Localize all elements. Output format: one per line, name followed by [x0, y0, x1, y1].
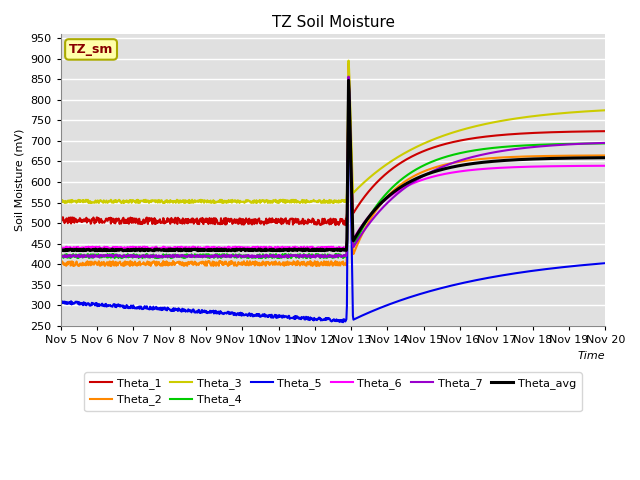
- Theta_2: [483, 156, 490, 161]
- Theta_7: [602, 140, 609, 146]
- Theta_6: [483, 166, 490, 171]
- Y-axis label: Soil Moisture (mV): Soil Moisture (mV): [15, 129, 25, 231]
- Theta_6: [278, 244, 285, 250]
- Line: Theta_avg: Theta_avg: [61, 80, 605, 251]
- Theta_5: [277, 314, 285, 320]
- Theta_6: [492, 165, 500, 171]
- Theta_7: [297, 253, 305, 259]
- Theta_3: [113, 199, 121, 205]
- Theta_7: [57, 252, 65, 258]
- Theta_avg: [277, 247, 285, 252]
- Theta_2: [492, 155, 500, 161]
- Theta_4: [113, 252, 121, 258]
- Theta_5: [113, 304, 120, 310]
- Theta_4: [483, 146, 490, 152]
- Theta_1: [297, 221, 305, 227]
- Theta_1: [345, 74, 353, 80]
- Theta_4: [111, 255, 118, 261]
- Theta_5: [492, 274, 500, 279]
- Theta_1: [57, 220, 65, 226]
- Theta_4: [278, 255, 285, 261]
- Theta_7: [113, 252, 120, 258]
- Theta_5: [432, 287, 440, 292]
- Theta_avg: [432, 168, 440, 174]
- Theta_3: [483, 121, 490, 127]
- Theta_1: [341, 222, 349, 228]
- Theta_3: [345, 58, 353, 63]
- Theta_4: [492, 144, 500, 150]
- Theta_2: [345, 60, 353, 66]
- Theta_6: [57, 244, 65, 250]
- Theta_1: [483, 133, 490, 139]
- Theta_avg: [483, 159, 490, 165]
- Theta_4: [432, 157, 440, 163]
- Theta_5: [57, 300, 65, 306]
- Theta_avg: [297, 247, 305, 253]
- Theta_3: [432, 136, 440, 142]
- Line: Theta_6: Theta_6: [61, 78, 605, 249]
- Line: Theta_4: Theta_4: [61, 79, 605, 258]
- Theta_avg: [345, 77, 353, 83]
- Theta_3: [95, 200, 102, 206]
- Theta_7: [207, 254, 214, 260]
- Theta_5: [483, 276, 490, 281]
- Theta_avg: [57, 247, 65, 253]
- Theta_avg: [299, 248, 307, 253]
- Line: Theta_3: Theta_3: [61, 60, 605, 203]
- Theta_1: [113, 216, 120, 221]
- Theta_2: [113, 262, 121, 267]
- Theta_1: [602, 128, 609, 134]
- Theta_2: [432, 164, 440, 170]
- Theta_2: [278, 261, 285, 267]
- Text: TZ_sm: TZ_sm: [69, 43, 113, 56]
- Theta_5: [339, 319, 347, 325]
- Line: Theta_7: Theta_7: [61, 77, 605, 257]
- Theta_7: [345, 74, 353, 80]
- Theta_3: [602, 108, 609, 113]
- Theta_5: [297, 315, 305, 321]
- Theta_4: [57, 253, 65, 259]
- Theta_6: [345, 75, 353, 81]
- Theta_4: [345, 76, 353, 82]
- Line: Theta_2: Theta_2: [61, 63, 605, 266]
- Theta_avg: [492, 158, 500, 164]
- Theta_3: [57, 197, 65, 203]
- Theta_1: [432, 144, 440, 150]
- Theta_3: [278, 198, 285, 204]
- Theta_7: [492, 149, 500, 155]
- Theta_6: [432, 173, 440, 179]
- Theta_1: [277, 216, 285, 221]
- Line: Theta_5: Theta_5: [61, 77, 605, 322]
- Theta_avg: [113, 247, 120, 252]
- Theta_6: [602, 163, 609, 168]
- Theta_7: [278, 254, 285, 260]
- Theta_5: [345, 74, 353, 80]
- X-axis label: Time: Time: [578, 350, 605, 360]
- Theta_7: [483, 151, 490, 156]
- Theta_2: [106, 263, 114, 269]
- Title: TZ Soil Moisture: TZ Soil Moisture: [271, 15, 394, 30]
- Theta_4: [602, 141, 609, 146]
- Theta_2: [57, 261, 65, 266]
- Theta_4: [297, 253, 305, 259]
- Theta_3: [492, 119, 500, 125]
- Theta_2: [602, 153, 609, 158]
- Theta_2: [297, 259, 305, 265]
- Legend: Theta_1, Theta_2, Theta_3, Theta_4, Theta_5, Theta_6, Theta_7, Theta_avg: Theta_1, Theta_2, Theta_3, Theta_4, Thet…: [84, 372, 582, 411]
- Theta_7: [432, 167, 440, 173]
- Theta_avg: [602, 155, 609, 161]
- Line: Theta_1: Theta_1: [61, 77, 605, 225]
- Theta_6: [297, 246, 305, 252]
- Theta_5: [602, 260, 609, 266]
- Theta_6: [195, 246, 202, 252]
- Theta_1: [492, 132, 500, 138]
- Theta_3: [297, 199, 305, 204]
- Theta_6: [113, 245, 120, 251]
